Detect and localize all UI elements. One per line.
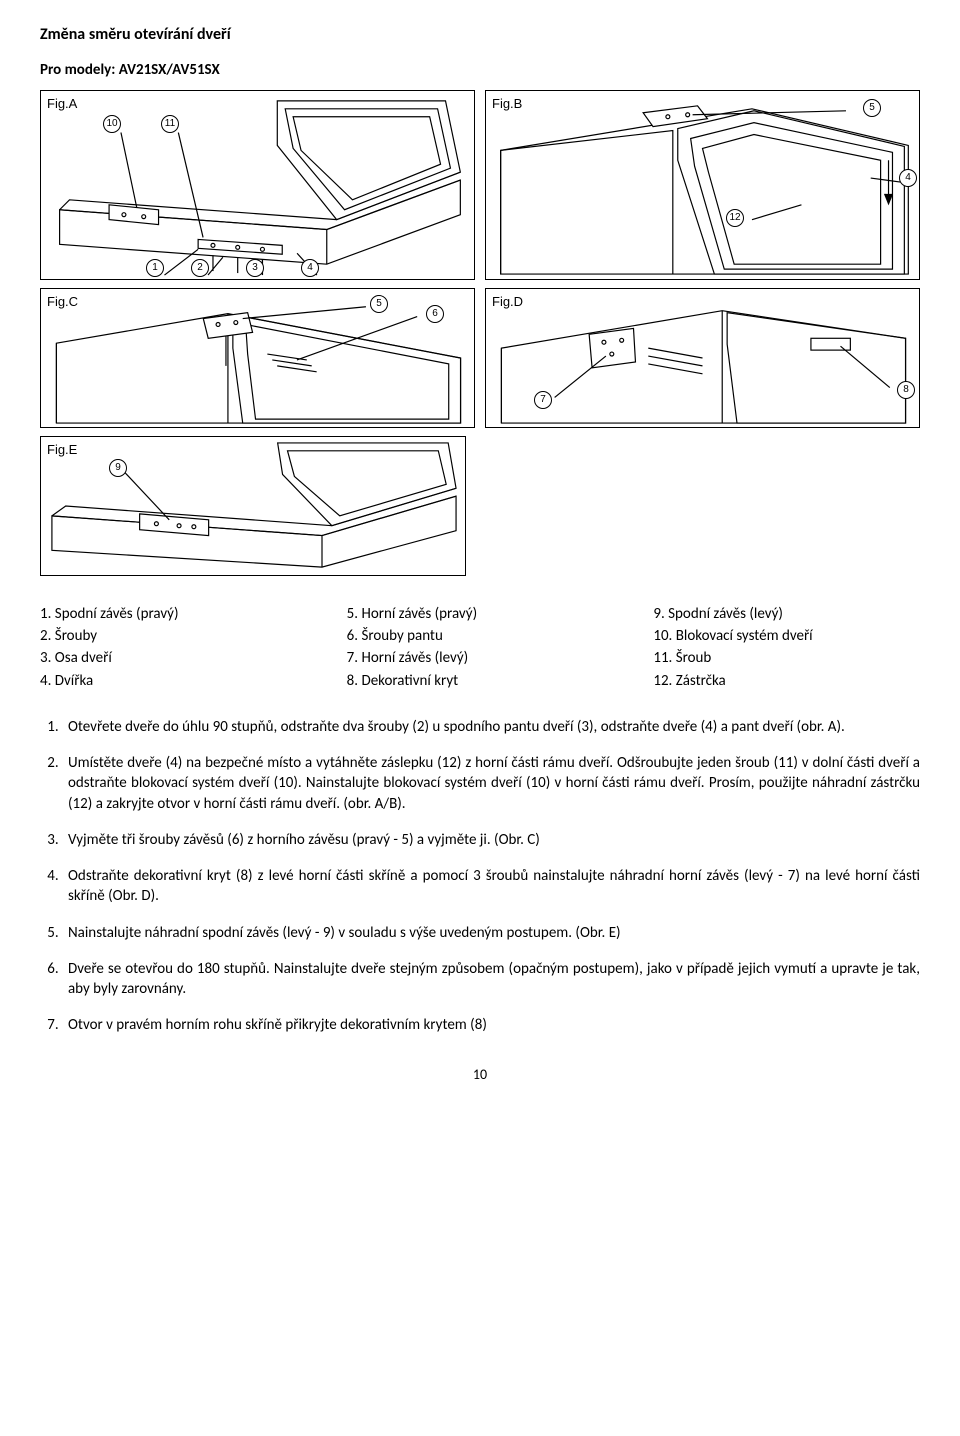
legend-item: 6. Šrouby pantu — [347, 626, 614, 646]
callout-9: 9 — [109, 459, 127, 477]
step-5: Nainstalujte náhradní spodní závěs (levý… — [62, 923, 920, 943]
figure-e-label: Fig.E — [47, 441, 77, 459]
callout-12: 12 — [726, 209, 744, 227]
figure-d: Fig.D 7 8 — [485, 288, 920, 428]
figure-e-drawing — [41, 437, 465, 575]
step-7: Otvor v pravém horním rohu skříně přikry… — [62, 1015, 920, 1035]
figure-b: Fig.B 5 — [485, 90, 920, 280]
callout-3: 3 — [246, 259, 264, 277]
legend-col-2: 5. Horní závěs (pravý) 6. Šrouby pantu 7… — [347, 604, 614, 693]
figure-e: Fig.E 9 — [40, 436, 466, 576]
step-3: Vyjměte tři šrouby závěsů (6) z horního … — [62, 830, 920, 850]
legend-item: 12. Zástrčka — [653, 671, 920, 691]
legend-item: 8. Dekorativní kryt — [347, 671, 614, 691]
legend-item: 4. Dvířka — [40, 671, 307, 691]
callout-4b: 4 — [899, 169, 917, 187]
figure-c-label: Fig.C — [47, 293, 78, 311]
callout-4: 4 — [301, 259, 319, 277]
figure-d-drawing — [486, 289, 919, 427]
callout-8: 8 — [897, 381, 915, 399]
callout-2: 2 — [191, 259, 209, 277]
parts-legend: 1. Spodní závěs (pravý) 2. Šrouby 3. Osa… — [40, 604, 920, 693]
instruction-list: Otevřete dveře do úhlu 90 stupňů, odstra… — [40, 717, 920, 1036]
legend-item: 5. Horní závěs (pravý) — [347, 604, 614, 624]
step-1: Otevřete dveře do úhlu 90 stupňů, odstra… — [62, 717, 920, 737]
figures-row-2: Fig.C 5 6 Fig.D — [40, 288, 920, 428]
callout-1: 1 — [146, 259, 164, 277]
step-2: Umístěte dveře (4) na bezpečné místo a v… — [62, 753, 920, 814]
figure-a-label: Fig.A — [47, 95, 77, 113]
page-title: Změna směru otevírání dveří — [40, 24, 920, 46]
callout-11: 11 — [161, 115, 179, 133]
callout-6: 6 — [426, 305, 444, 323]
legend-item: 1. Spodní závěs (pravý) — [40, 604, 307, 624]
legend-col-1: 1. Spodní závěs (pravý) 2. Šrouby 3. Osa… — [40, 604, 307, 693]
figures-row-3: Fig.E 9 — [40, 436, 920, 576]
legend-item: 9. Spodní závěs (levý) — [653, 604, 920, 624]
figures-row-1: Fig.A — [40, 90, 920, 280]
legend-item: 3. Osa dveří — [40, 648, 307, 668]
figure-c-drawing — [41, 289, 474, 427]
figure-d-label: Fig.D — [492, 293, 523, 311]
figure-c: Fig.C 5 6 — [40, 288, 475, 428]
callout-10: 10 — [103, 115, 121, 133]
legend-item: 10. Blokovací systém dveří — [653, 626, 920, 646]
legend-item: 2. Šrouby — [40, 626, 307, 646]
callout-7: 7 — [534, 391, 552, 409]
figure-b-label: Fig.B — [492, 95, 522, 113]
figure-a: Fig.A — [40, 90, 475, 280]
figure-b-drawing — [486, 91, 919, 279]
step-4: Odstraňte dekorativní kryt (8) z levé ho… — [62, 866, 920, 907]
callout-5: 5 — [863, 99, 881, 117]
callout-5c: 5 — [370, 295, 388, 313]
page-number: 10 — [40, 1066, 920, 1085]
legend-item: 11. Šroub — [653, 648, 920, 668]
step-6: Dveře se otevřou do 180 stupňů. Nainstal… — [62, 959, 920, 1000]
page-subtitle: Pro modely: AV21SX/AV51SX — [40, 60, 920, 80]
legend-col-3: 9. Spodní závěs (levý) 10. Blokovací sys… — [653, 604, 920, 693]
legend-item: 7. Horní závěs (levý) — [347, 648, 614, 668]
